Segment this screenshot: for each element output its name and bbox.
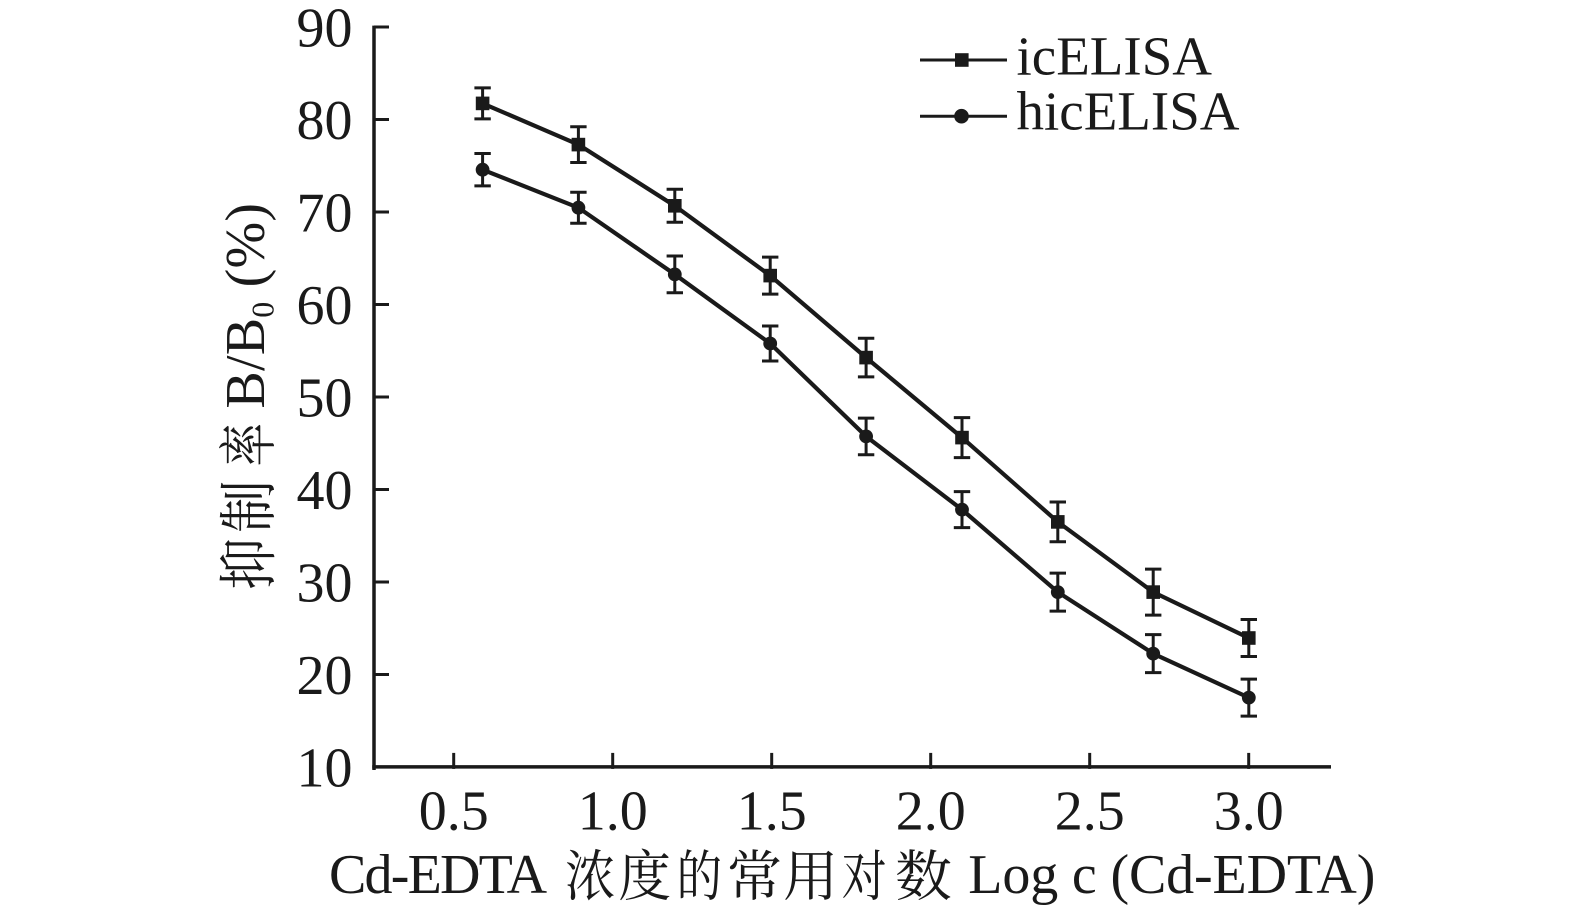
svg-text:hicELISA: hicELISA [1017, 81, 1240, 142]
svg-text:80: 80 [297, 90, 353, 152]
svg-text:70: 70 [297, 183, 353, 245]
svg-text:10: 10 [297, 738, 353, 800]
svg-text:2.5: 2.5 [1055, 780, 1125, 842]
svg-text:Cd-EDTA: Cd-EDTA [329, 844, 548, 906]
svg-text:3.0: 3.0 [1214, 780, 1284, 842]
svg-text:1.0: 1.0 [578, 780, 648, 842]
svg-text:40: 40 [297, 460, 353, 522]
svg-text:1.5: 1.5 [737, 780, 807, 842]
svg-text:B/B0 (%): B/B0 (%) [215, 203, 280, 409]
svg-text:Log c (Cd-EDTA): Log c (Cd-EDTA) [968, 844, 1375, 906]
svg-text:30: 30 [297, 553, 353, 615]
svg-text:0.5: 0.5 [419, 780, 489, 842]
svg-text:icELISA: icELISA [1017, 25, 1213, 86]
svg-text:60: 60 [297, 275, 353, 337]
svg-text:90: 90 [297, 0, 353, 60]
svg-text:20: 20 [297, 645, 353, 707]
svg-text:2.0: 2.0 [896, 780, 966, 842]
svg-text:50: 50 [297, 368, 353, 430]
